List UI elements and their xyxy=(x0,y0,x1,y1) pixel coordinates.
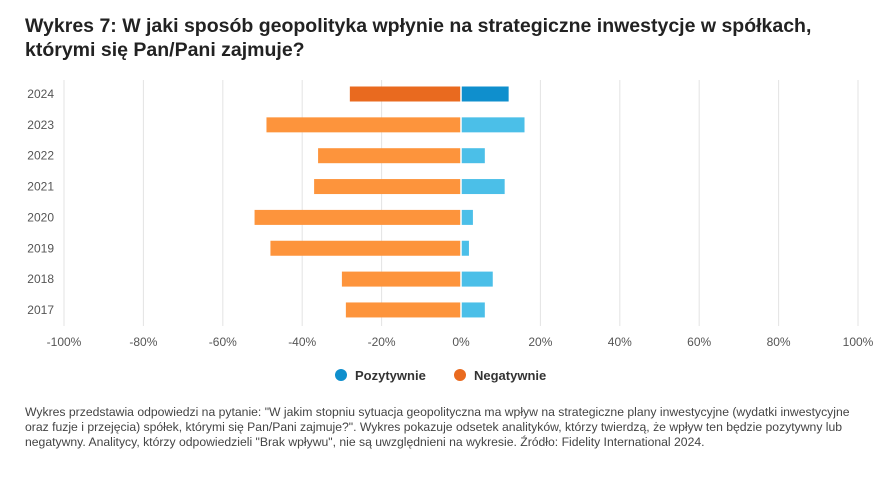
bar-positive-2018 xyxy=(461,271,493,287)
bar-negative-2019 xyxy=(270,240,461,256)
x-tick-label: -60% xyxy=(209,335,237,349)
bar-negative-2017 xyxy=(345,302,461,318)
chart: 2024 2023 2022 2021 2020 2019 2018 2017 -100% -8… xyxy=(27,80,874,383)
x-tick-label: -80% xyxy=(129,335,157,349)
legend: Pozytywnie Negatywnie xyxy=(335,368,546,383)
y-tick-label: 2023 xyxy=(27,118,54,132)
x-tick-label: 0% xyxy=(452,335,470,349)
y-tick-label: 2017 xyxy=(27,303,54,317)
footnote: Wykres przedstawia odpowiedzi na pytanie… xyxy=(25,405,850,449)
legend-label: Pozytywnie xyxy=(355,368,426,383)
gridlines xyxy=(63,80,859,326)
bar-positive-2017 xyxy=(461,302,485,318)
x-tick-label: 80% xyxy=(767,335,791,349)
y-tick-label: 2018 xyxy=(27,272,54,286)
x-axis-labels: -100% -80% -60% -40% -20% 0% 20% 40% 60% 80% 100% xyxy=(47,335,874,349)
x-tick-label: 20% xyxy=(528,335,552,349)
bar-positive-2023 xyxy=(461,117,525,133)
y-tick-label: 2024 xyxy=(27,87,54,101)
x-tick-label: 40% xyxy=(608,335,632,349)
chart-title: Wykres 7: W jaki sposób geopolityka wpły… xyxy=(25,15,812,61)
bar-positive-2019 xyxy=(461,240,469,256)
y-tick-label: 2021 xyxy=(27,180,54,194)
bar-negative-2021 xyxy=(314,179,461,195)
x-tick-label: -20% xyxy=(368,335,396,349)
bar-positive-2021 xyxy=(461,179,505,195)
y-tick-label: 2020 xyxy=(27,210,54,224)
bars xyxy=(254,80,525,326)
legend-marker xyxy=(454,369,466,381)
x-tick-label: -40% xyxy=(288,335,316,349)
bar-positive-2020 xyxy=(461,209,473,225)
x-tick-label: -100% xyxy=(47,335,82,349)
legend-marker xyxy=(335,369,347,381)
bar-positive-2024 xyxy=(461,86,509,102)
bar-negative-2024 xyxy=(349,86,461,102)
y-tick-label: 2019 xyxy=(27,241,54,255)
y-axis-labels: 2024 2023 2022 2021 2020 2019 2018 2017 xyxy=(27,87,54,317)
x-tick-label: 60% xyxy=(687,335,711,349)
bar-negative-2020 xyxy=(254,209,461,225)
legend-label: Negatywnie xyxy=(474,368,546,383)
bar-negative-2018 xyxy=(341,271,461,287)
bar-positive-2022 xyxy=(461,148,485,164)
bar-negative-2023 xyxy=(266,117,461,133)
bar-negative-2022 xyxy=(318,148,461,164)
x-tick-label: 100% xyxy=(843,335,874,349)
y-tick-label: 2022 xyxy=(27,149,54,163)
